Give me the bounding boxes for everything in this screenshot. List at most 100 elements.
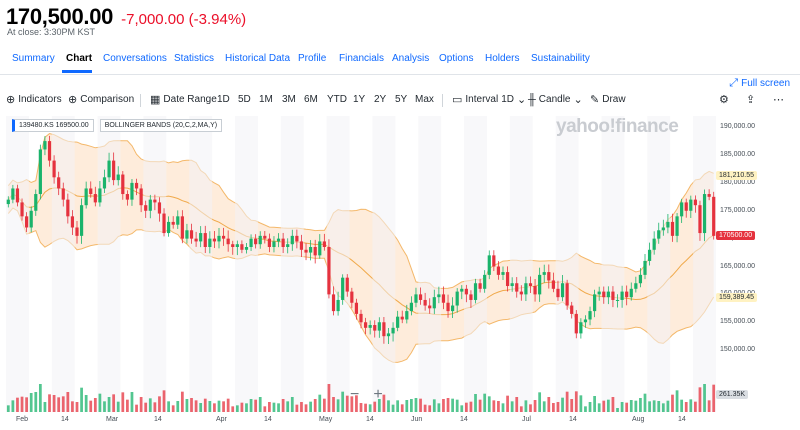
- tab-chart[interactable]: Chart: [66, 53, 93, 64]
- candle-body[interactable]: [602, 291, 606, 298]
- interval-dropdown[interactable]: ▭ Interval 1D ⌄: [452, 92, 526, 108]
- candle-body[interactable]: [79, 205, 84, 236]
- candle-body[interactable]: [89, 188, 93, 195]
- tab-conversations[interactable]: Conversations: [103, 53, 167, 64]
- candle-body[interactable]: [258, 235, 262, 245]
- candle-body[interactable]: [391, 327, 395, 334]
- candle-body[interactable]: [199, 233, 203, 242]
- candle-body[interactable]: [565, 283, 569, 306]
- candle-body[interactable]: [684, 202, 688, 211]
- zoom-out-button[interactable]: −: [350, 386, 360, 403]
- candle-body[interactable]: [249, 238, 253, 247]
- candle-body[interactable]: [593, 294, 597, 312]
- candle-body[interactable]: [519, 291, 523, 295]
- candle-body[interactable]: [185, 230, 189, 239]
- fullscreen-button[interactable]: ⤢ Full screen: [729, 78, 790, 90]
- candle-body[interactable]: [240, 244, 244, 250]
- candle-body[interactable]: [203, 233, 207, 247]
- candle-body[interactable]: [464, 288, 468, 295]
- candle-body[interactable]: [318, 241, 322, 256]
- candle-body[interactable]: [47, 141, 52, 161]
- candle-body[interactable]: [125, 194, 129, 200]
- candle-body[interactable]: [286, 244, 290, 247]
- range-6m[interactable]: 6M: [304, 94, 318, 105]
- comparison-button[interactable]: ⊕ Comparison: [68, 92, 134, 108]
- candle-body[interactable]: [693, 199, 697, 206]
- candle-body[interactable]: [130, 182, 134, 200]
- candle-body[interactable]: [400, 316, 404, 320]
- candle-body[interactable]: [501, 272, 505, 275]
- candle-body[interactable]: [34, 194, 38, 211]
- candle-body[interactable]: [483, 274, 487, 289]
- candle-body[interactable]: [670, 221, 675, 236]
- candle-body[interactable]: [707, 194, 711, 197]
- candle-body[interactable]: [551, 280, 555, 289]
- candle-body[interactable]: [244, 247, 249, 250]
- candle-body[interactable]: [547, 272, 551, 281]
- candle-body[interactable]: [290, 235, 294, 245]
- range-5d[interactable]: 5D: [238, 94, 251, 105]
- candle-body[interactable]: [588, 311, 592, 320]
- chart-area[interactable]: [6, 116, 716, 412]
- candle-body[interactable]: [446, 302, 450, 312]
- candle-body[interactable]: [84, 188, 88, 206]
- indicators-button[interactable]: ⊕ Indicators: [6, 92, 62, 108]
- candle-body[interactable]: [373, 325, 377, 331]
- candle-body[interactable]: [611, 291, 615, 300]
- candle-body[interactable]: [148, 199, 152, 211]
- candle-body[interactable]: [652, 238, 656, 250]
- candle-body[interactable]: [487, 255, 491, 275]
- range-1y[interactable]: 1Y: [353, 94, 366, 105]
- candle-body[interactable]: [304, 249, 308, 253]
- candle-body[interactable]: [377, 322, 381, 331]
- candle-body[interactable]: [157, 202, 162, 214]
- candle-body[interactable]: [510, 283, 514, 287]
- candle-body[interactable]: [350, 291, 354, 303]
- candle-body[interactable]: [167, 221, 171, 234]
- candle-body[interactable]: [345, 277, 349, 292]
- tab-summary[interactable]: Summary: [12, 53, 55, 64]
- range-ytd[interactable]: YTD: [327, 94, 347, 105]
- candle-body[interactable]: [638, 274, 643, 284]
- candle-body[interactable]: [505, 272, 510, 287]
- candle-body[interactable]: [620, 291, 624, 300]
- candlestick-chart[interactable]: [6, 116, 716, 412]
- range-1m[interactable]: 1M: [259, 94, 273, 105]
- candle-body[interactable]: [231, 244, 235, 247]
- legend-indicator[interactable]: BOLLINGER BANDS (20,C,2,MA,Y): [99, 119, 223, 132]
- candle-body[interactable]: [515, 283, 519, 292]
- candle-body[interactable]: [93, 194, 97, 203]
- candle-body[interactable]: [176, 216, 180, 225]
- zoom-in-button[interactable]: +: [373, 386, 383, 403]
- candle-body[interactable]: [661, 227, 665, 231]
- candle-body[interactable]: [455, 291, 459, 306]
- candle-body[interactable]: [428, 305, 432, 309]
- candle-body[interactable]: [579, 322, 583, 334]
- range-5y[interactable]: 5Y: [395, 94, 408, 105]
- candle-body[interactable]: [153, 199, 157, 203]
- candle-body[interactable]: [423, 299, 427, 306]
- candle-body[interactable]: [386, 333, 391, 337]
- candle-body[interactable]: [689, 199, 693, 211]
- candle-body[interactable]: [675, 216, 679, 236]
- candle-body[interactable]: [309, 247, 313, 253]
- candle-body[interactable]: [634, 283, 638, 289]
- chart-type-dropdown[interactable]: ╫ Candle ⌄: [528, 92, 583, 108]
- range-2y[interactable]: 2Y: [374, 94, 387, 105]
- candle-body[interactable]: [313, 247, 317, 256]
- candle-body[interactable]: [666, 221, 670, 228]
- candle-body[interactable]: [492, 255, 496, 267]
- candle-body[interactable]: [441, 294, 446, 303]
- candle-body[interactable]: [66, 199, 70, 217]
- candle-body[interactable]: [418, 294, 423, 300]
- tab-statistics[interactable]: Statistics: [174, 53, 215, 64]
- range-max[interactable]: Max: [415, 94, 434, 105]
- candle-body[interactable]: [524, 283, 528, 295]
- candle-body[interactable]: [327, 247, 331, 295]
- candle-body[interactable]: [171, 221, 175, 225]
- candle-body[interactable]: [643, 260, 647, 275]
- candle-body[interactable]: [414, 294, 418, 303]
- candle-body[interactable]: [533, 286, 537, 295]
- share-button[interactable]: ⇪: [746, 92, 755, 108]
- candle-body[interactable]: [208, 238, 212, 247]
